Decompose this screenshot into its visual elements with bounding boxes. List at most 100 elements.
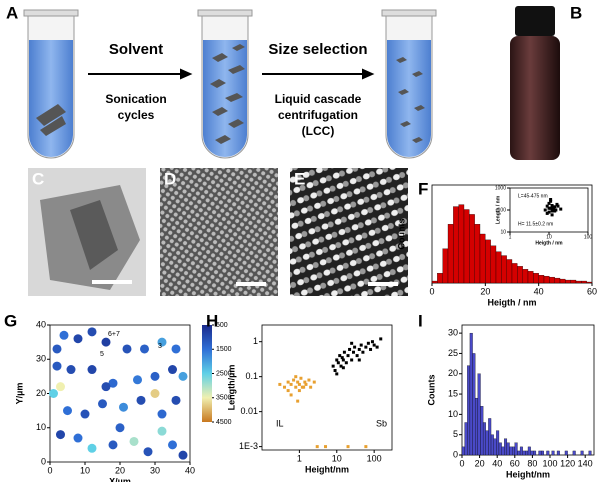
panel-label: D — [164, 169, 176, 188]
cluster — [178, 371, 188, 381]
cluster — [122, 344, 132, 354]
cluster — [119, 402, 128, 412]
point — [292, 378, 296, 382]
y-tick-label: 0 — [41, 456, 46, 466]
point — [299, 376, 303, 380]
point — [547, 210, 551, 214]
x-tick-label: 40 — [492, 458, 502, 468]
cluster — [49, 389, 58, 398]
cluster — [52, 344, 62, 354]
annotation: Sb — [376, 418, 387, 428]
cluster — [171, 344, 181, 354]
arrow — [88, 68, 375, 80]
point — [304, 382, 308, 386]
point — [294, 385, 298, 389]
y-tick-label: 1000 — [495, 185, 506, 191]
point — [297, 389, 301, 393]
point — [359, 343, 363, 347]
bar — [490, 434, 494, 456]
point — [547, 201, 551, 205]
point — [303, 380, 307, 384]
step-detail: (LCC) — [302, 124, 335, 138]
cluster — [150, 371, 160, 381]
cluster — [157, 409, 167, 419]
point — [545, 211, 549, 215]
x-axis-label: Heigth / nm — [535, 240, 563, 246]
y-tick-label: 30 — [36, 354, 46, 364]
bar — [501, 255, 507, 284]
point — [549, 199, 553, 203]
bar — [506, 259, 513, 284]
point — [336, 361, 340, 365]
cluster — [101, 382, 111, 392]
x-tick-label: 1 — [509, 234, 512, 240]
point — [296, 380, 300, 384]
panel-label: C — [32, 169, 44, 188]
point — [361, 350, 365, 354]
point — [296, 399, 300, 403]
point — [331, 364, 335, 368]
bar — [530, 450, 534, 456]
colorbar-tick-label: 1500 — [216, 346, 232, 353]
bar — [541, 450, 544, 456]
x-tick-label: 20 — [475, 458, 485, 468]
bar — [437, 273, 443, 284]
point — [351, 350, 355, 354]
bar — [506, 442, 510, 456]
point — [555, 202, 559, 206]
cluster — [150, 389, 160, 398]
point — [370, 340, 374, 344]
step-detail: cycles — [118, 108, 155, 122]
point — [297, 382, 301, 386]
point — [350, 341, 354, 345]
x-tick-label: 20 — [115, 465, 125, 475]
panel-label: B — [570, 3, 582, 22]
y-tick-label: 0.1 — [245, 371, 258, 381]
x-tick-label: 1 — [297, 453, 302, 463]
colorbar-tick-label: 3500 — [216, 395, 232, 402]
point — [341, 358, 345, 362]
bar — [458, 204, 465, 284]
y-tick-label: 1E-3 — [239, 441, 258, 451]
cluster — [157, 337, 167, 347]
plot-frame — [49, 324, 191, 463]
bar — [581, 280, 587, 284]
point — [549, 206, 553, 210]
bar — [474, 224, 481, 284]
x-tick-label: 40 — [185, 465, 195, 475]
y-tick-label: 25 — [448, 348, 458, 358]
vial — [510, 6, 560, 160]
bar — [461, 446, 465, 456]
bar — [493, 438, 497, 456]
point — [355, 354, 359, 358]
point — [286, 380, 290, 384]
bar — [527, 271, 534, 284]
point — [545, 204, 549, 208]
bar — [447, 224, 454, 284]
panel-label: I — [418, 311, 423, 330]
step-detail: Sonication — [105, 92, 166, 106]
bar — [517, 450, 521, 456]
hrtem-image — [160, 168, 278, 296]
bar — [575, 280, 582, 284]
tube — [197, 9, 253, 159]
y-tick-label: 1 — [253, 336, 258, 346]
point — [302, 385, 306, 389]
y-axis-label: Counts — [396, 219, 406, 250]
bar — [469, 332, 473, 456]
x-tick-label: 10 — [332, 453, 342, 463]
step-detail: centrifugation — [278, 108, 358, 122]
bar — [538, 275, 545, 284]
annotation: IL — [276, 418, 284, 428]
bar — [554, 277, 561, 284]
x-tick-label: 140 — [578, 458, 593, 468]
bar — [580, 450, 584, 456]
point — [278, 382, 282, 386]
bar — [485, 239, 491, 284]
point — [559, 207, 563, 211]
bar — [543, 275, 550, 284]
cluster — [87, 327, 97, 337]
point — [353, 345, 357, 349]
annotation: 6+7 — [108, 331, 120, 338]
